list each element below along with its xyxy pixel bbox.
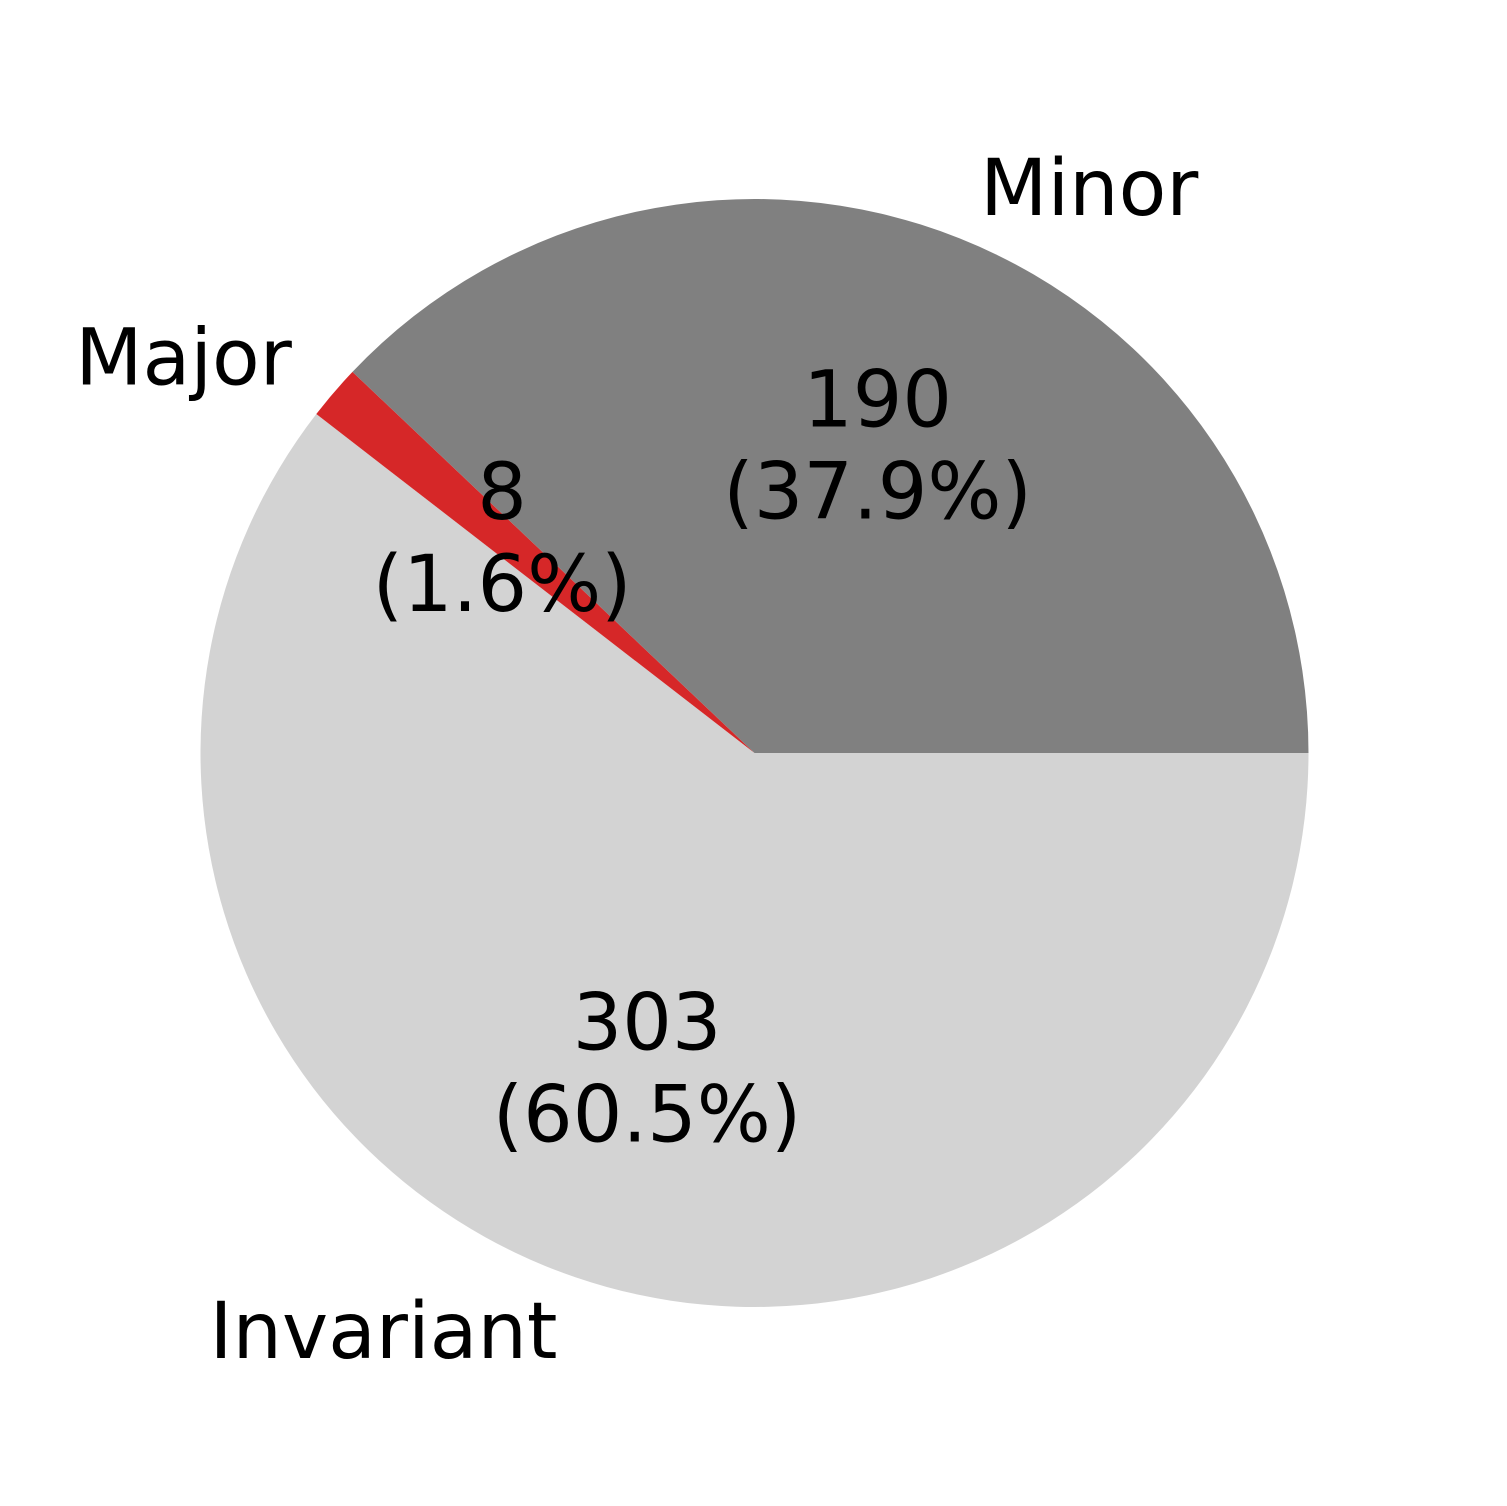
- slice-value-label-invariant: 303 (60.5%): [493, 979, 802, 1161]
- slice-count-major: 8: [477, 448, 527, 538]
- slice-name-invariant: Invariant: [210, 1287, 558, 1377]
- slice-percent-minor: (37.9%): [723, 447, 1032, 537]
- pie-slice-minor: [352, 198, 1309, 753]
- slice-name-minor: Minor: [980, 144, 1199, 234]
- slice-value-label-minor: 190 (37.9%): [723, 355, 1032, 537]
- pie-slice-major: [316, 371, 755, 753]
- slice-percent-major: (1.6%): [373, 540, 632, 630]
- slice-percent-invariant: (60.5%): [493, 1071, 802, 1161]
- slice-count-invariant: 303: [573, 979, 722, 1069]
- slice-name-major: Major: [75, 314, 292, 404]
- slice-value-label-major: 8 (1.6%): [373, 448, 632, 630]
- pie-slice-invariant: [200, 414, 1309, 1307]
- slice-count-minor: 190: [803, 355, 952, 445]
- pie-slices: [200, 198, 1309, 1307]
- pie-labels: 303 (60.5%) Invariant 8 (1.6%) Major 190 (37.9%…: [75, 144, 1199, 1377]
